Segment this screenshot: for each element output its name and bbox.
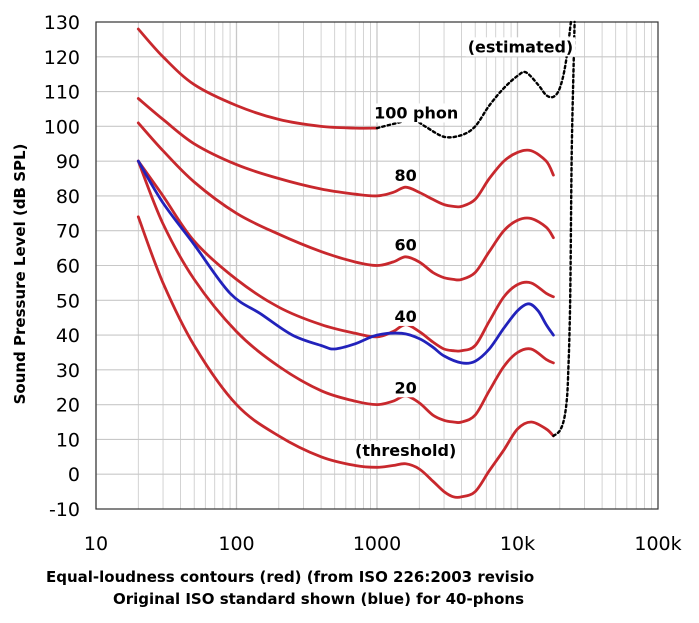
series-60	[136, 121, 555, 282]
y-tick-label: 130	[44, 12, 80, 34]
annotation-text: (estimated)	[468, 37, 574, 56]
annotation-text: 60	[395, 236, 417, 255]
series-40	[136, 159, 555, 353]
y-axis-label: Sound Pressure Level (dB SPL)	[11, 144, 29, 405]
y-tick-label: 0	[68, 464, 80, 486]
plot-frame	[95, 21, 659, 510]
annotation-text: (threshold)	[355, 441, 456, 460]
annotation-bg	[372, 103, 461, 123]
plot-border	[95, 21, 659, 510]
series-100-estimated	[375, 20, 573, 139]
annotation-bg	[465, 37, 576, 57]
annotation-0: (estimated)	[465, 37, 576, 57]
x-tick-label: 10k	[500, 533, 535, 555]
annotation-3: 60	[392, 235, 419, 255]
series-layer	[136, 20, 576, 499]
series-20	[136, 159, 555, 425]
annotation-text: 40	[395, 307, 417, 326]
annotation-5: 20	[392, 378, 419, 398]
x-tick-labels: 10 100 1000 10k 100k	[84, 533, 682, 555]
series-100	[136, 27, 379, 130]
y-tick-label: 120	[44, 47, 80, 69]
x-axis-label-line2: Original ISO standard shown (blue) for 4…	[113, 590, 524, 608]
x-tick-label: 100k	[634, 533, 681, 555]
x-tick-label: 1000	[353, 533, 401, 555]
y-tick-label: 110	[44, 82, 80, 104]
y-tick-label: 50	[56, 290, 80, 312]
annotation-text: 80	[395, 166, 417, 185]
annotations-layer: (estimated) 100 phon 80 60 40 20 (threshold)	[353, 37, 576, 460]
series-threshold	[136, 215, 555, 499]
x-tick-label: 10	[84, 533, 108, 555]
annotation-text: 100 phon	[374, 103, 458, 122]
annotation-6: (threshold)	[353, 440, 459, 460]
annotation-bg	[353, 440, 459, 460]
annotation-2: 80	[392, 166, 419, 186]
y-tick-label: 20	[56, 395, 80, 417]
y-tick-label: -10	[49, 499, 80, 521]
annotation-bg	[392, 306, 419, 326]
y-tick-label: 10	[56, 429, 80, 451]
y-tick-label: 70	[56, 221, 80, 243]
annotation-1: 100 phon	[372, 103, 461, 123]
annotation-bg	[392, 166, 419, 186]
annotation-bg	[392, 378, 419, 398]
y-tick-label: 80	[56, 186, 80, 208]
y-tick-label: 30	[56, 360, 80, 382]
annotation-bg	[392, 235, 419, 255]
y-tick-label: 90	[56, 151, 80, 173]
annotation-4: 40	[392, 306, 419, 326]
series-tail-estimated	[552, 20, 576, 438]
y-tick-label: 100	[44, 116, 80, 138]
y-tick-label: 60	[56, 256, 80, 278]
series-80	[136, 97, 555, 209]
x-axis-label-line1: Equal-loudness contours (red) (from ISO …	[46, 568, 534, 586]
x-tick-label: 100	[218, 533, 254, 555]
series-40-original	[136, 159, 555, 365]
y-tick-label: 40	[56, 325, 80, 347]
annotation-text: 20	[395, 378, 417, 397]
